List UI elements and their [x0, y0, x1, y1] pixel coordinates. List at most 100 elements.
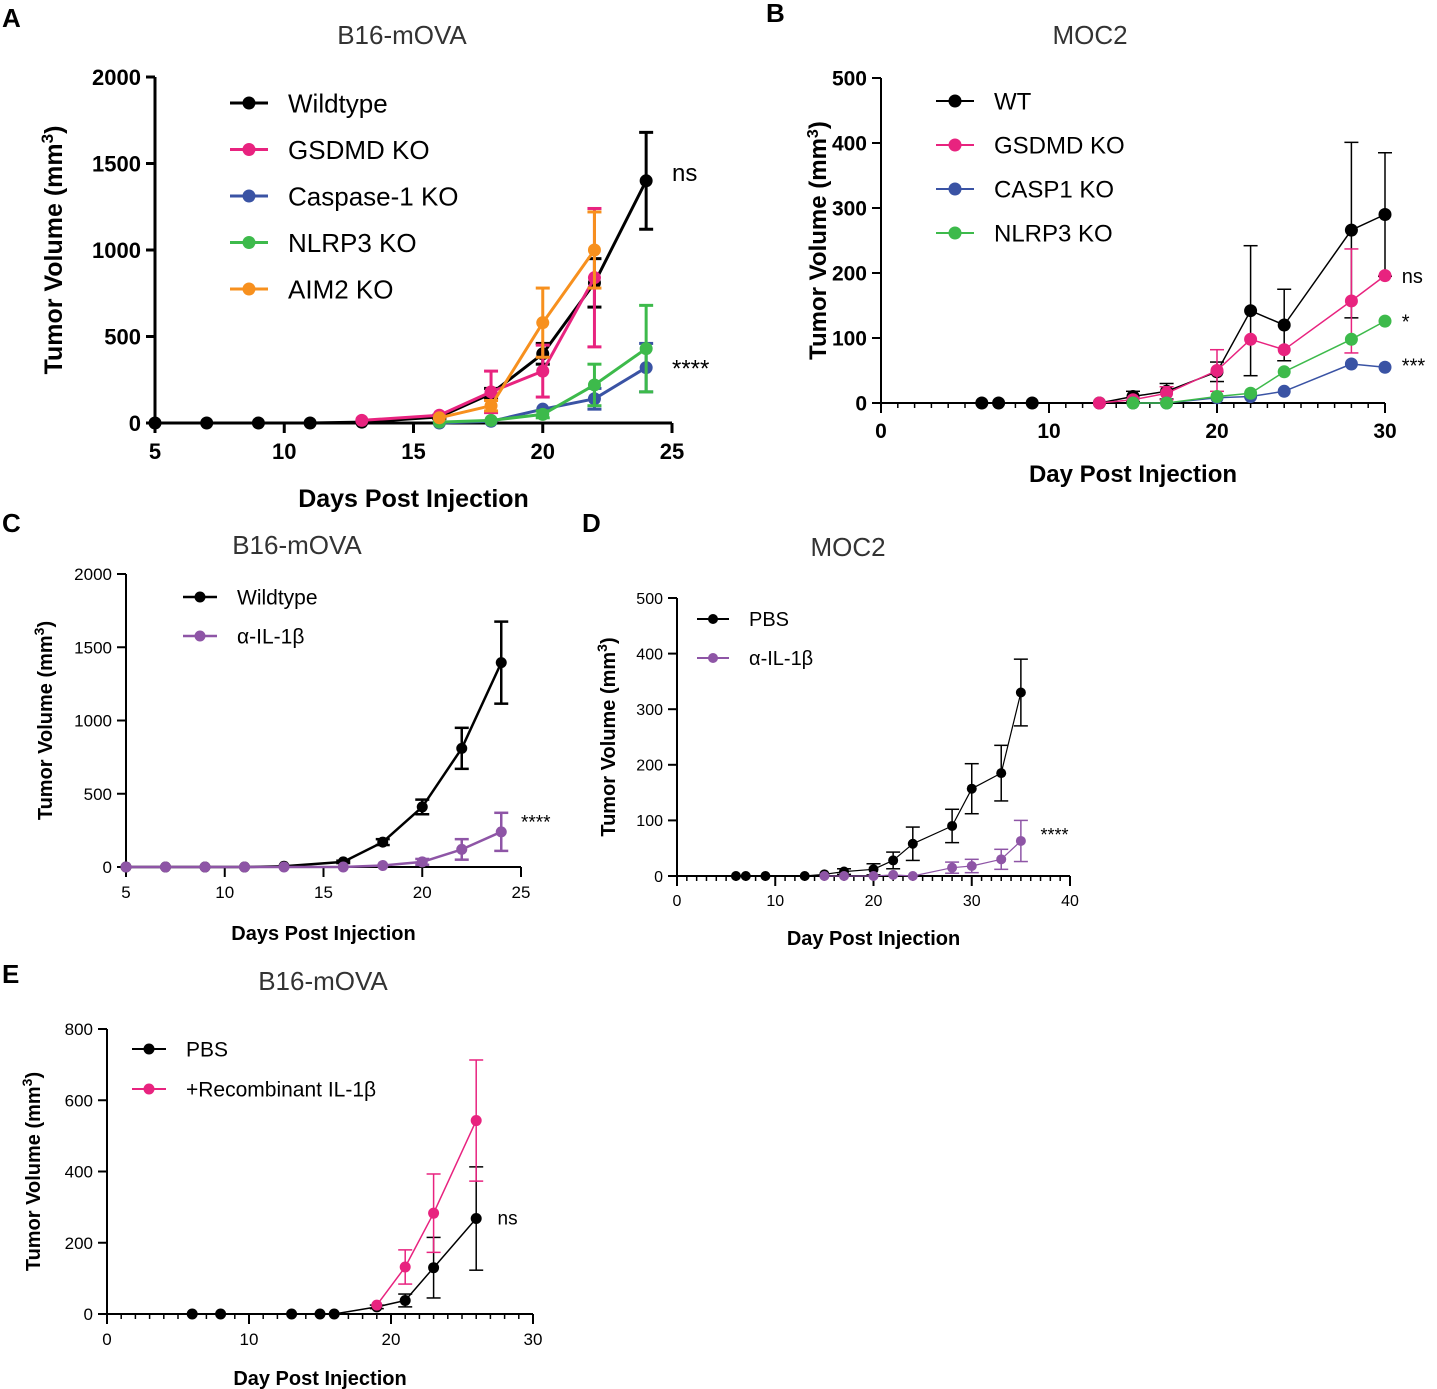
panel-letter: D [582, 508, 601, 538]
data-point [148, 416, 162, 430]
x-tick-label: 40 [1061, 893, 1079, 910]
y-axis-label: Tumor Volume (mm3) [38, 126, 69, 375]
data-point [587, 243, 601, 257]
data-point [966, 860, 977, 871]
data-point [399, 1261, 411, 1273]
data-point [639, 174, 653, 188]
data-point [215, 1308, 227, 1320]
y-tick-label: 400 [65, 1163, 93, 1182]
legend-label: α-IL-1β [237, 626, 304, 649]
panel-letter: E [2, 959, 19, 989]
data-point [328, 1308, 340, 1320]
series-line [376, 1120, 477, 1306]
data-point [1244, 332, 1258, 346]
y-axis-label-sup: 3 [31, 627, 47, 635]
y-tick-label: 500 [832, 68, 867, 91]
x-axis-label: Day Post Injection [1029, 461, 1237, 488]
series-il-1 [819, 819, 1028, 881]
legend-marker [242, 96, 256, 110]
legend-marker [948, 226, 962, 240]
y-tick-label: 500 [84, 785, 112, 804]
x-tick-label: 15 [401, 439, 425, 464]
data-point [1378, 208, 1392, 221]
data-point [947, 820, 958, 831]
significance-annotation: ns [1402, 266, 1423, 288]
y-tick-label: 400 [636, 646, 663, 663]
legend-label: NLRP3 KO [288, 228, 417, 258]
legend-label: +Recombinant IL-1β [186, 1079, 376, 1102]
data-point [495, 826, 507, 838]
y-axis-label-sup: 3 [19, 1078, 35, 1086]
series-pbs [730, 658, 1028, 881]
y-axis-label-tail: ) [805, 121, 832, 129]
series-line [126, 662, 503, 869]
y-tick-label: 100 [832, 328, 867, 351]
data-point [839, 871, 850, 881]
data-point [286, 1308, 298, 1320]
y-axis-label-tail: ) [35, 621, 57, 628]
legend-marker [194, 591, 206, 603]
data-point [377, 860, 389, 872]
data-point [536, 407, 550, 421]
x-tick-label: 10 [1037, 420, 1060, 443]
data-point [1210, 364, 1224, 377]
significance-annotation: **** [1041, 825, 1069, 845]
legend-label: α-IL-1β [749, 648, 813, 670]
data-point [975, 396, 989, 410]
data-point [1160, 386, 1174, 400]
series-line [126, 830, 502, 869]
chart-title: B16-mOVA [232, 530, 362, 560]
x-tick-label: 20 [413, 883, 432, 902]
y-tick-label: 0 [654, 869, 663, 886]
series-line [439, 249, 596, 420]
series-gsdmd-ko [1092, 248, 1392, 410]
legend-marker [708, 653, 718, 663]
data-point [428, 1207, 440, 1219]
data-point [799, 871, 810, 881]
panel-letter: B [766, 0, 785, 28]
data-point [1015, 687, 1026, 698]
y-axis-label-main: Tumor Volume (mm [40, 143, 68, 374]
legend-marker [948, 94, 962, 108]
legend-marker [948, 138, 962, 152]
data-point [966, 783, 977, 794]
x-tick-label: 10 [240, 1330, 259, 1349]
data-point [428, 1262, 440, 1274]
y-axis-label-sup: 3 [38, 134, 57, 143]
x-axis-label: Day Post Injection [233, 1368, 406, 1389]
data-point [1277, 365, 1291, 379]
data-point [120, 861, 132, 873]
x-tick-label: 30 [1373, 420, 1396, 443]
legend-label: PBS [749, 609, 789, 631]
y-tick-label: 200 [65, 1234, 93, 1253]
series-wildtype [148, 130, 654, 430]
data-point [416, 856, 428, 868]
legend-label: GSDMD KO [994, 133, 1125, 160]
data-point [1344, 223, 1358, 237]
legend-label: CASP1 KO [994, 177, 1114, 204]
x-tick-label: 0 [875, 420, 887, 443]
data-point [1378, 269, 1392, 283]
data-point [303, 416, 317, 430]
data-point [1126, 396, 1140, 410]
series-wildtype [120, 620, 509, 873]
y-axis-label-tail: ) [598, 637, 620, 644]
x-axis-label: Days Post Injection [298, 485, 529, 513]
data-point [470, 1213, 482, 1225]
y-tick-label: 0 [103, 858, 112, 877]
series-line [736, 692, 1022, 877]
chart-panel-e: E B16-mOVA 0 200 400 600 800 0 10 20 30 Day Post In… [2, 959, 542, 1389]
data-point [484, 413, 498, 427]
chart-panel-d: D MOC2 0 100 200 300 400 500 0 10 20 30 40 Day Post I… [582, 508, 1079, 950]
data-point [186, 1308, 198, 1320]
data-point [314, 1308, 326, 1320]
y-tick-label: 200 [636, 758, 663, 775]
data-point [278, 861, 290, 873]
data-point [432, 411, 446, 425]
series-line [1099, 275, 1386, 404]
series-nlrp3-ko [432, 303, 654, 429]
y-tick-label: 2000 [92, 65, 141, 90]
y-tick-label: 600 [65, 1091, 93, 1110]
data-point [199, 861, 211, 873]
x-tick-label: 10 [272, 439, 296, 464]
